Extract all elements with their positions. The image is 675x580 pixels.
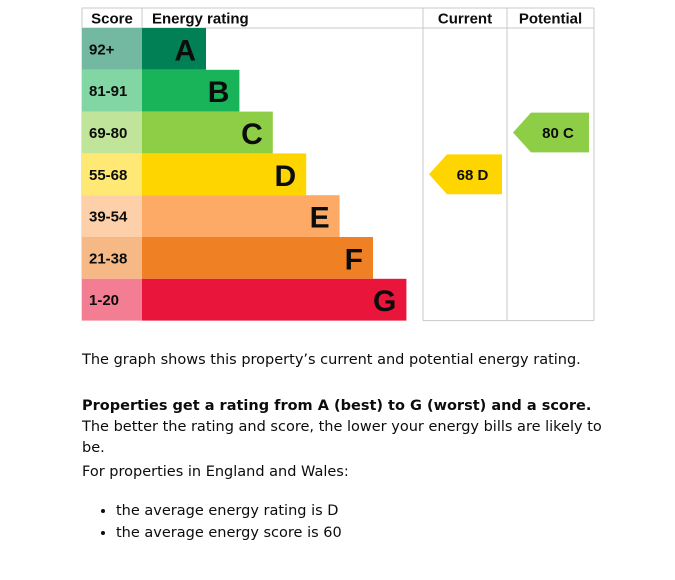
band-f-letter: F — [345, 243, 363, 276]
band-f-score-label: 21-38 — [89, 250, 127, 267]
band-g-bar — [142, 278, 407, 321]
band-a-score-label: 92+ — [89, 41, 115, 58]
band-e-score-cell — [82, 195, 142, 237]
rating-explanation: Properties get a rating from A (best) to… — [82, 396, 622, 459]
band-d-letter: D — [275, 160, 297, 193]
band-b-letter: B — [208, 76, 230, 109]
band-a-bar — [142, 28, 206, 70]
graph-description: The graph shows this property’s current … — [82, 352, 581, 368]
band-d-score-cell — [82, 153, 142, 196]
band-b-bar — [142, 69, 240, 112]
header-score: Score — [91, 11, 133, 28]
band-a-letter: A — [174, 34, 196, 67]
band-d-score-label: 55-68 — [89, 167, 127, 184]
region-intro: For properties in England and Wales: — [82, 464, 349, 480]
band-c-score-label: 69-80 — [89, 125, 127, 142]
band-c-letter: C — [241, 118, 263, 151]
band-g-score-cell — [82, 278, 142, 321]
band-f-bar — [142, 237, 373, 279]
band-e-bar — [142, 195, 340, 237]
rating-explanation-rest: The better the rating and score, the low… — [82, 419, 602, 456]
current-rating-arrow — [429, 154, 502, 195]
header-current: Current — [438, 11, 492, 28]
band-a-score-cell — [82, 28, 142, 70]
band-c-bar — [142, 111, 273, 154]
average-rating-item: the average energy rating is D — [116, 500, 342, 522]
band-d-bar — [142, 153, 307, 196]
potential-rating-arrow — [513, 112, 589, 153]
average-list: the average energy rating is D the avera… — [82, 500, 342, 544]
band-b-score-cell — [82, 69, 142, 112]
header-potential: Potential — [519, 11, 582, 28]
band-g-score-label: 1-20 — [89, 292, 119, 309]
header-energy-rating: Energy rating — [152, 11, 249, 28]
average-score-item: the average energy score is 60 — [116, 522, 342, 544]
band-e-letter: E — [310, 202, 330, 235]
current-rating-label: 68 D — [457, 167, 489, 184]
band-c-score-cell — [82, 111, 142, 154]
band-e-score-label: 39-54 — [89, 209, 128, 226]
chart-headers: Score Energy rating Current Potential — [91, 11, 582, 28]
band-f-score-cell — [82, 237, 142, 279]
rating-explanation-bold: Properties get a rating from A (best) to… — [82, 398, 592, 414]
energy-rating-chart: Score Energy rating Current Potential 92+ A 8… — [81, 7, 595, 322]
potential-rating-label: 80 C — [542, 125, 574, 142]
rating-arrows: 68 D 80 C — [429, 112, 589, 195]
band-b-score-label: 81-91 — [89, 83, 127, 100]
rating-bands: 92+ A 81-91 B 69-80 C 55-68 D 39-54 E 21-38 F 1-20 G — [82, 28, 407, 321]
band-g-letter: G — [373, 285, 396, 318]
